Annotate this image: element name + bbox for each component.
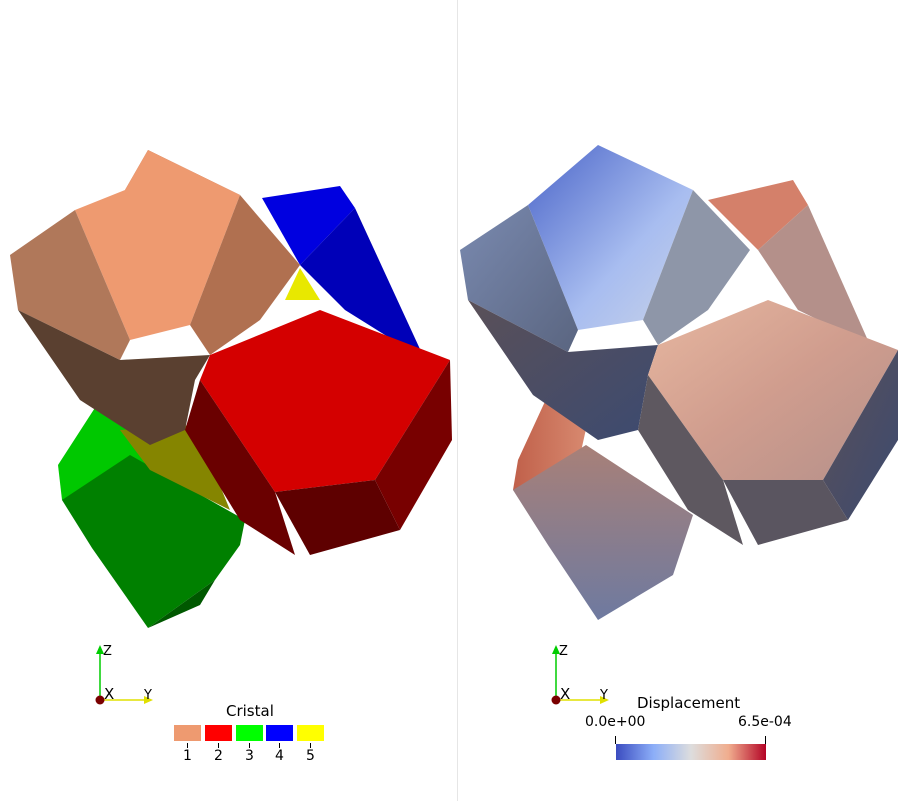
axis-label-z: Z bbox=[559, 644, 568, 659]
colorbar-max-label: 6.5e-04 bbox=[738, 714, 792, 730]
viewport-divider bbox=[457, 0, 458, 801]
legend-label-2: 2 bbox=[214, 748, 223, 764]
legend-swatch-4 bbox=[266, 725, 293, 741]
grain-lower bbox=[513, 395, 693, 620]
render-view-left[interactable]: Z X Y Cristal 1 2 3 4 5 bbox=[0, 0, 457, 801]
colorbar-title: Displacement bbox=[637, 694, 741, 712]
colorbar-gradient bbox=[616, 744, 766, 760]
y-axis-arrow-icon bbox=[600, 696, 609, 704]
legend-swatch-1 bbox=[174, 725, 201, 741]
legend-swatch-3 bbox=[236, 725, 263, 741]
grain-2 bbox=[185, 310, 452, 555]
orientation-axes-left: Z X Y bbox=[95, 644, 153, 705]
grain-1 bbox=[10, 150, 300, 445]
grain-back bbox=[708, 180, 870, 345]
grain-front bbox=[638, 300, 898, 545]
axis-label-z: Z bbox=[103, 644, 112, 659]
axis-label-x: X bbox=[104, 685, 114, 703]
mesh-render-right[interactable] bbox=[458, 0, 914, 801]
legend-label-4: 4 bbox=[275, 748, 284, 764]
x-axis-origin-icon bbox=[551, 695, 561, 705]
x-axis-origin-icon bbox=[95, 695, 105, 705]
axis-label-y: Y bbox=[143, 688, 152, 703]
grain-4 bbox=[262, 186, 425, 360]
axis-label-x: X bbox=[560, 685, 570, 703]
z-axis-arrow-icon bbox=[552, 645, 560, 654]
grain-top bbox=[460, 145, 750, 440]
z-axis-arrow-icon bbox=[96, 645, 104, 654]
y-axis-arrow-icon bbox=[144, 696, 153, 704]
legend-title: Cristal bbox=[226, 702, 274, 720]
legend-label-1: 1 bbox=[183, 748, 192, 764]
legend-label-5: 5 bbox=[306, 748, 315, 764]
render-view-right[interactable]: Z X Y Displacement 0.0e+00 6.5e-04 bbox=[458, 0, 914, 801]
legend-swatch-2 bbox=[205, 725, 232, 741]
colorbar-min-label: 0.0e+00 bbox=[585, 714, 646, 730]
legend-label-3: 3 bbox=[245, 748, 254, 764]
axis-label-y: Y bbox=[599, 688, 608, 703]
orientation-axes-right: Z X Y bbox=[551, 644, 609, 705]
mesh-render-left[interactable] bbox=[0, 0, 457, 801]
legend-swatch-5 bbox=[297, 725, 324, 741]
